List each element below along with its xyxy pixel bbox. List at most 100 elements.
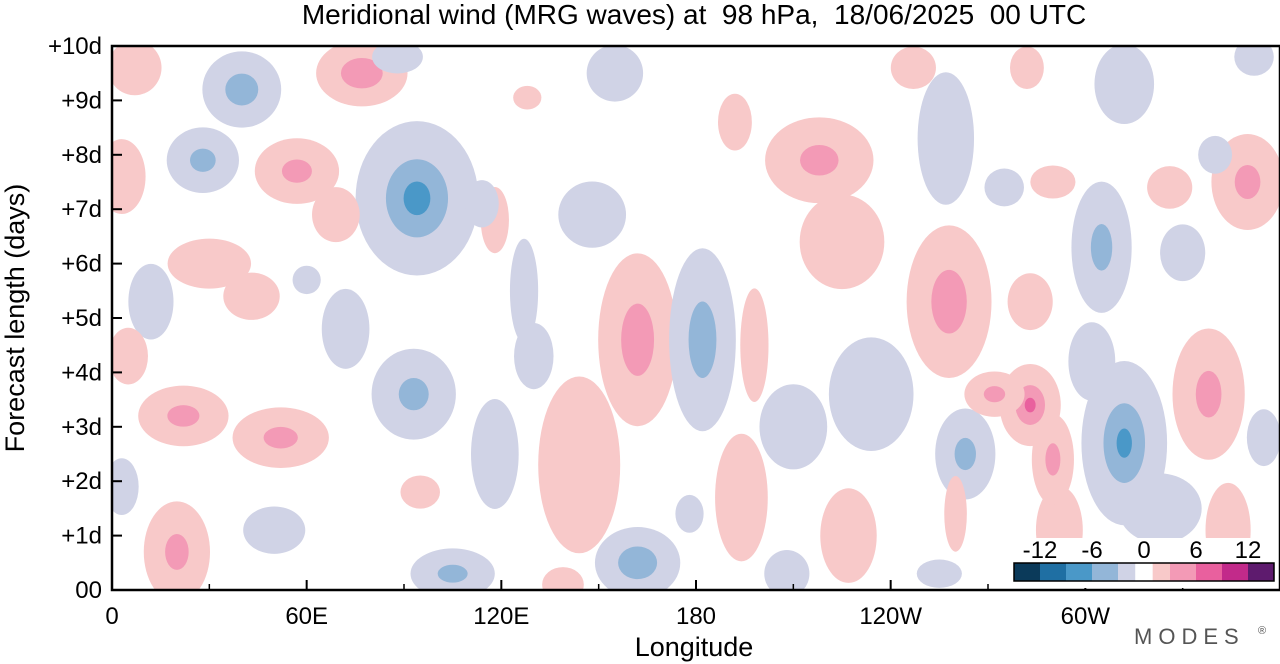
contour-level bbox=[281, 159, 312, 183]
contour-level bbox=[1094, 46, 1155, 125]
contour-blob bbox=[669, 248, 736, 432]
wind-field bbox=[112, 46, 1280, 590]
contour-level bbox=[403, 181, 431, 216]
contour-blob bbox=[1030, 165, 1076, 199]
contour-level bbox=[688, 301, 717, 378]
contour-blob bbox=[765, 117, 874, 204]
contour-blob bbox=[112, 46, 162, 96]
contour-level bbox=[398, 378, 429, 411]
contour-level bbox=[820, 488, 877, 583]
contour-blob bbox=[371, 348, 456, 440]
contour-level bbox=[1234, 164, 1261, 200]
contour-blob bbox=[935, 408, 996, 500]
y-axis: 00 +1d +2d +3d +4d +5d +6d +7d +8d +9d +10d bbox=[48, 33, 122, 604]
y-tick-label: +6d bbox=[61, 251, 102, 278]
x-axis: 0 60E 120E 180 120W 60W bbox=[105, 580, 1184, 630]
contour-blob bbox=[1246, 409, 1280, 467]
contour-level bbox=[437, 564, 468, 583]
contour-blob bbox=[820, 488, 877, 583]
contour-blob bbox=[509, 238, 539, 343]
contour-level bbox=[954, 437, 976, 471]
contour-level bbox=[1118, 473, 1202, 544]
contour-level bbox=[675, 494, 704, 533]
contour-level bbox=[931, 269, 967, 334]
contour-level bbox=[292, 265, 321, 295]
contour-level bbox=[312, 187, 360, 243]
contour-level bbox=[740, 288, 769, 402]
contour-level bbox=[586, 46, 644, 102]
contour-level bbox=[112, 139, 146, 215]
contour-blob bbox=[112, 327, 148, 385]
contour-blob bbox=[984, 168, 1024, 207]
contour-blob bbox=[944, 475, 967, 552]
contour-blob bbox=[1068, 322, 1116, 401]
contour-level bbox=[1010, 46, 1044, 90]
contour-blob bbox=[1010, 46, 1044, 90]
modes-logo: MODES ® bbox=[1134, 624, 1266, 649]
y-tick-label: +2d bbox=[61, 468, 102, 495]
x-tick-label: 120W bbox=[859, 603, 922, 630]
contour-level bbox=[128, 263, 174, 340]
logo-text: MODES bbox=[1134, 624, 1245, 649]
contour-blob bbox=[740, 288, 769, 402]
contour-blob bbox=[514, 322, 554, 390]
contour-blob bbox=[1234, 46, 1274, 76]
contour-level bbox=[1116, 428, 1132, 458]
contour-level bbox=[400, 475, 440, 509]
contour-level bbox=[225, 73, 259, 106]
colorbar-swatch bbox=[1014, 563, 1040, 581]
y-tick-label: +5d bbox=[61, 305, 102, 332]
contour-level bbox=[263, 426, 298, 449]
contour-blob bbox=[594, 527, 681, 590]
colorbar-swatch bbox=[1066, 563, 1092, 581]
contour-level bbox=[372, 46, 423, 74]
contour-blob bbox=[917, 72, 975, 205]
contour-blob bbox=[764, 550, 810, 590]
contour-level bbox=[718, 93, 752, 151]
contour-level bbox=[1160, 224, 1206, 282]
contour-blob bbox=[400, 475, 440, 509]
colorbar-frame bbox=[1013, 562, 1275, 582]
contour-blob bbox=[321, 288, 370, 369]
contour-level bbox=[538, 376, 621, 554]
y-tick-label: +8d bbox=[61, 142, 102, 169]
colorbar-swatch bbox=[1152, 563, 1170, 581]
contour-level bbox=[1068, 322, 1116, 401]
x-tick-label: 60W bbox=[1061, 603, 1111, 630]
contour-level bbox=[984, 168, 1024, 207]
y-tick-label: 00 bbox=[75, 577, 102, 604]
contour-blob bbox=[355, 121, 479, 276]
colorbar-tick-label: 12 bbox=[1235, 537, 1262, 564]
contour-level bbox=[165, 533, 189, 570]
contour-level bbox=[1195, 370, 1222, 418]
contour-level bbox=[514, 322, 554, 390]
contour-blob bbox=[202, 51, 282, 128]
colorbar-legend: -12 -6 0 6 12 bbox=[1010, 537, 1278, 588]
contour-blob bbox=[464, 180, 499, 228]
contour-level bbox=[513, 85, 542, 110]
x-tick-label: 0 bbox=[105, 603, 118, 630]
contour-blob bbox=[167, 238, 252, 289]
contour-blob bbox=[471, 399, 519, 509]
colorbar-swatch bbox=[1196, 563, 1222, 581]
y-axis-label: Forecast length (days) bbox=[0, 184, 30, 453]
contour-level bbox=[112, 46, 162, 96]
contour-blob bbox=[890, 46, 936, 90]
contour-blob bbox=[542, 567, 584, 590]
contour-level bbox=[916, 559, 962, 588]
contour-blob bbox=[558, 181, 627, 248]
contour-level bbox=[167, 405, 200, 427]
contour-blob bbox=[410, 548, 495, 590]
contour-blob bbox=[1118, 473, 1202, 544]
x-tick-label: 180 bbox=[676, 603, 716, 630]
chart-title: Meridional wind (MRG waves) at 98 hPa, 1… bbox=[302, 0, 1086, 30]
colorbar-swatch bbox=[1118, 563, 1136, 581]
contour-blob bbox=[143, 501, 211, 590]
y-tick-label: +4d bbox=[61, 359, 102, 386]
contour-blob bbox=[112, 458, 139, 516]
contour-level bbox=[621, 303, 655, 376]
colorbar-tick-label: -12 bbox=[1023, 537, 1058, 564]
y-tick-label: +3d bbox=[61, 414, 102, 441]
contour-blob bbox=[166, 127, 239, 194]
